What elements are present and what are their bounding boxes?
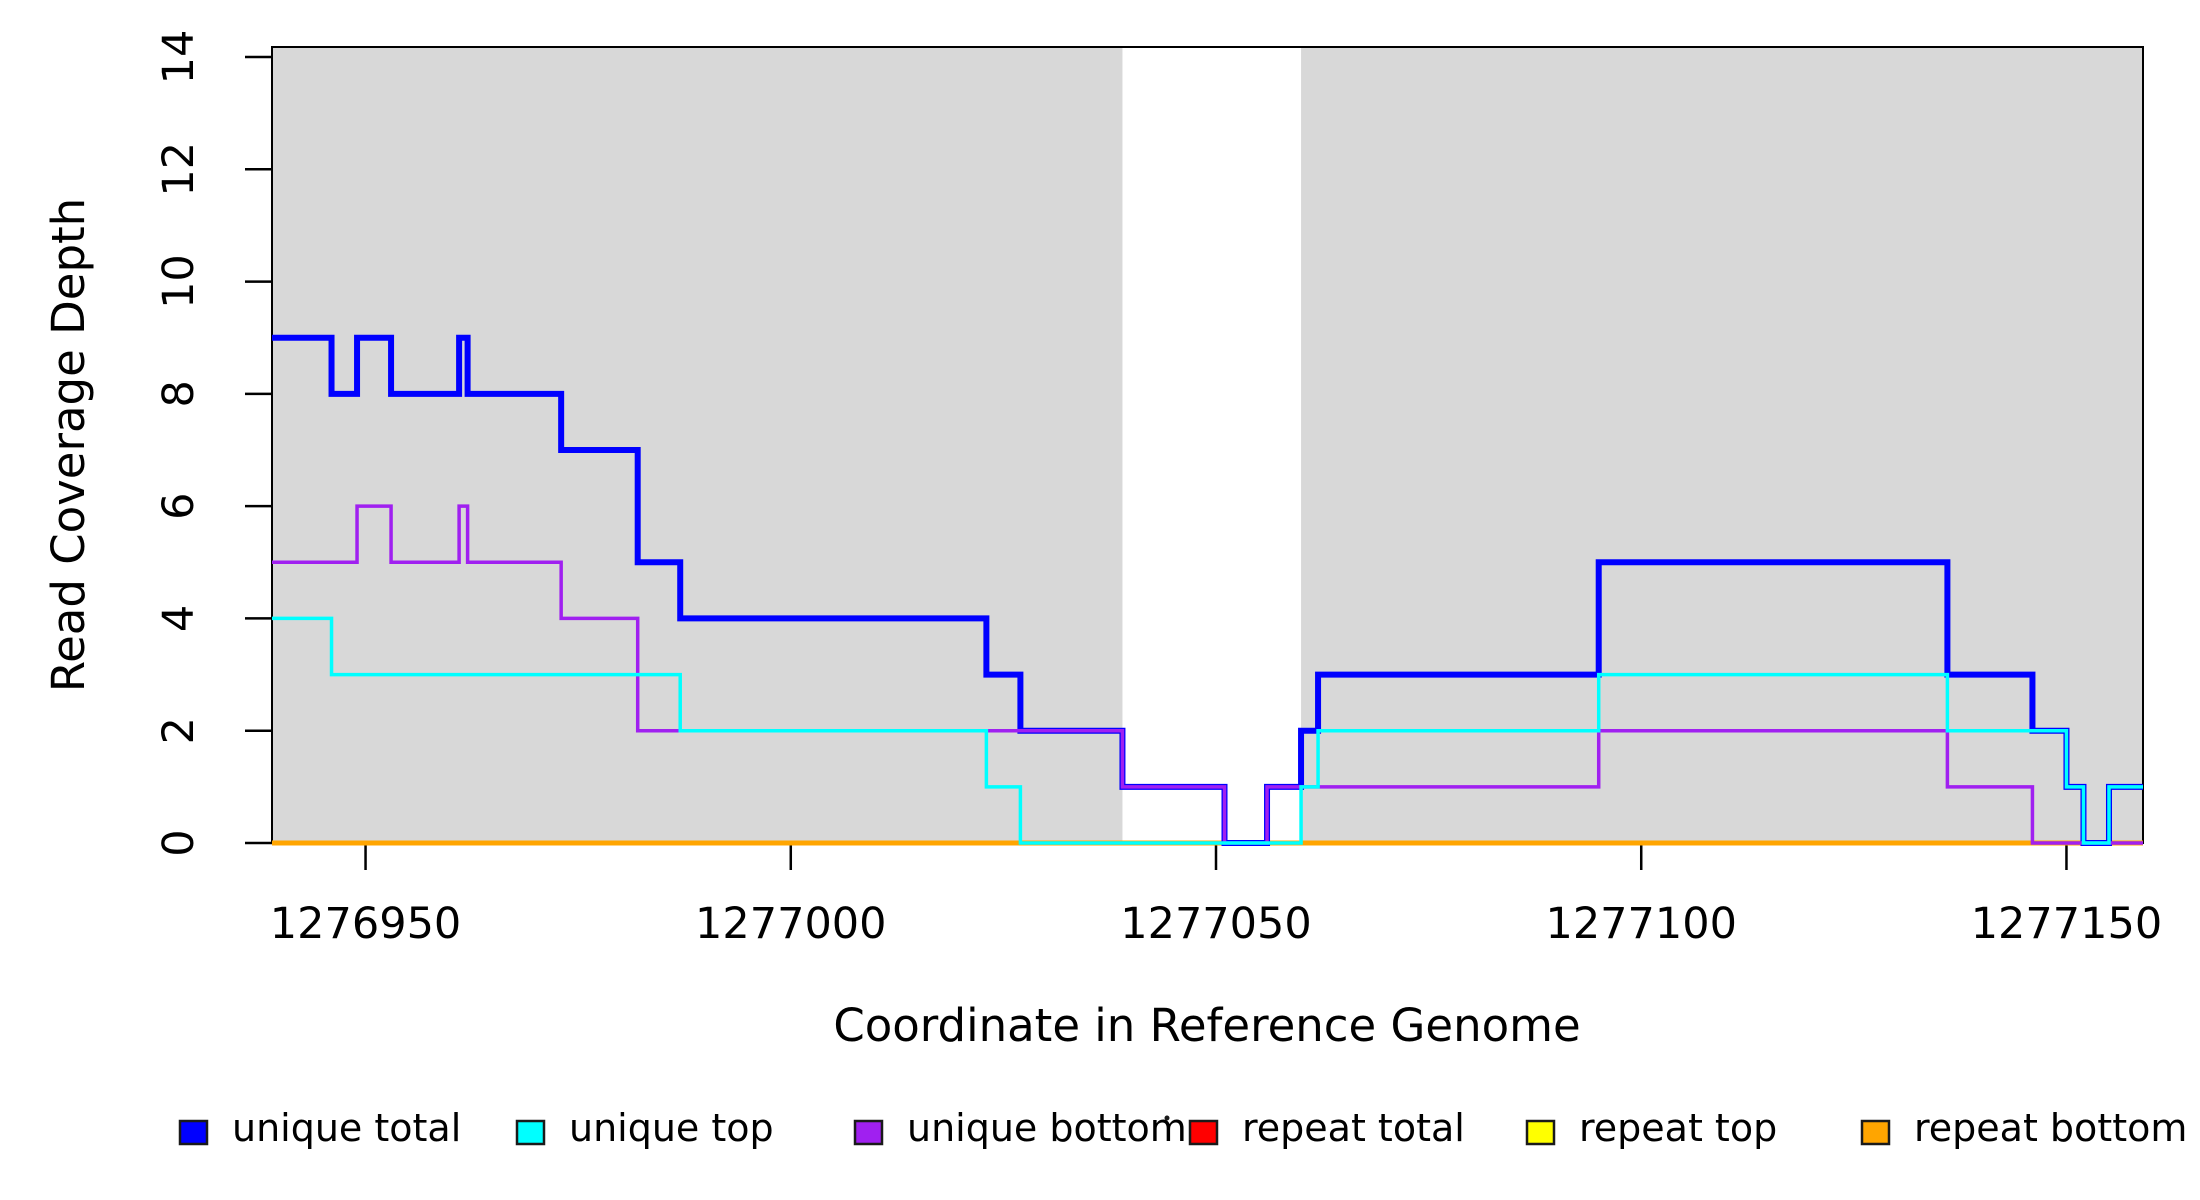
y-tick-label: 14: [154, 30, 204, 85]
legend-item-repeat-bottom: repeat bottom: [1860, 1106, 2187, 1150]
axis-ticks: 1276950 1277000 1277050 1277100 1277150 0 2 4 6 8…: [154, 30, 2162, 949]
shaded-region-right: [1301, 47, 2143, 843]
legend-label: repeat total: [1242, 1106, 1465, 1150]
series-line-unique-top: [272, 616, 2143, 845]
x-tick-label: 1277050: [1120, 899, 1312, 949]
y-tick-label: 4: [154, 605, 204, 632]
legend-swatch-repeat-top: [1525, 1119, 1556, 1146]
legend-swatch-unique-top: [515, 1119, 546, 1146]
legend-label: repeat bottom: [1914, 1106, 2187, 1150]
y-axis-title: Read Coverage Depth: [42, 198, 95, 692]
legend-item-repeat-top: repeat top: [1525, 1106, 1777, 1150]
x-tick-label: 1276950: [270, 899, 462, 949]
legend: unique total unique top unique bottom repea…: [178, 1106, 2187, 1150]
y-tick-label: 0: [154, 829, 204, 856]
legend-item-unique-total: unique total: [178, 1106, 461, 1150]
legend-label: repeat top: [1579, 1106, 1777, 1150]
legend-item-unique-bottom: unique bottom: [853, 1106, 1187, 1150]
y-tick-label: 10: [154, 254, 204, 309]
x-axis-title: Coordinate in Reference Genome: [833, 999, 1580, 1052]
x-tick-label: 1277000: [695, 899, 887, 949]
legend-swatch-unique-total: [178, 1119, 209, 1146]
y-tick-label: 12: [154, 142, 204, 197]
y-tick-label: 2: [154, 717, 204, 744]
legend-item-unique-top: unique top: [515, 1106, 774, 1150]
stray-dot: [1164, 1115, 1170, 1121]
legend-swatch-repeat-total: [1188, 1119, 1219, 1146]
shaded-region-left: [272, 47, 1123, 843]
x-tick-label: 1277100: [1545, 899, 1737, 949]
x-tick-label: 1277150: [1971, 899, 2163, 949]
legend-label: unique bottom: [907, 1106, 1187, 1150]
shaded-regions: [272, 47, 2143, 843]
legend-label: unique total: [232, 1106, 461, 1150]
y-tick-label: 6: [154, 492, 204, 519]
legend-swatch-repeat-bottom: [1860, 1119, 1891, 1146]
legend-label: unique top: [569, 1106, 774, 1150]
series-lines: [272, 334, 2143, 846]
legend-item-repeat-total: repeat total: [1188, 1106, 1465, 1150]
y-tick-label: 8: [154, 380, 204, 407]
legend-swatch-unique-bottom: [853, 1119, 884, 1146]
